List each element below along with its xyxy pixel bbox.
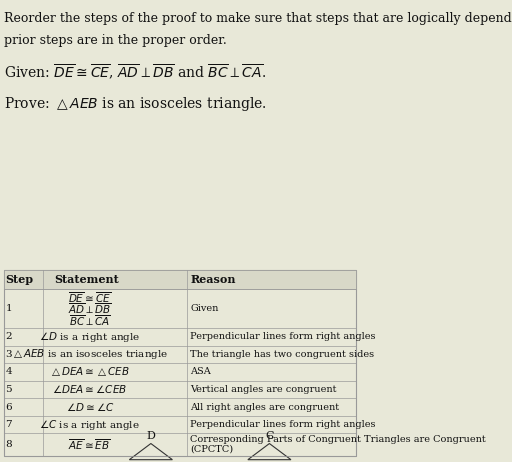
Text: 5: 5 [6, 385, 12, 394]
Text: 4: 4 [6, 367, 12, 377]
Text: 1: 1 [6, 304, 12, 313]
Text: 6: 6 [6, 402, 12, 412]
Text: Perpendicular lines form right angles: Perpendicular lines form right angles [190, 420, 376, 429]
Text: Vertical angles are congruent: Vertical angles are congruent [190, 385, 337, 394]
Text: D: D [146, 431, 155, 441]
Text: $\overline{DE} \cong \overline{CE}$: $\overline{DE} \cong \overline{CE}$ [68, 290, 111, 305]
Text: The triangle has two congruent sides: The triangle has two congruent sides [190, 350, 374, 359]
Text: Statement: Statement [54, 274, 119, 285]
Text: 8: 8 [6, 440, 12, 449]
FancyBboxPatch shape [4, 270, 356, 289]
Text: All right angles are congruent: All right angles are congruent [190, 402, 339, 412]
Text: Corresponding Parts of Congruent Triangles are Congruent: Corresponding Parts of Congruent Triangl… [190, 435, 486, 444]
Text: $\overline{AD} \perp \overline{DB}$: $\overline{AD} \perp \overline{DB}$ [68, 302, 112, 316]
Text: C: C [265, 431, 273, 441]
Text: $\angle D \cong \angle C$: $\angle D \cong \angle C$ [66, 401, 114, 413]
Text: Given: $\overline{DE} \cong \overline{CE}$, $\overline{AD} \perp \overline{DB}$ : Given: $\overline{DE} \cong \overline{CE… [4, 62, 266, 81]
Text: Prove: $\triangle AEB$ is an isosceles triangle.: Prove: $\triangle AEB$ is an isosceles t… [4, 95, 266, 113]
Text: $\angle C$ is a right angle: $\angle C$ is a right angle [39, 418, 140, 432]
Text: $\overline{BC} \perp \overline{CA}$: $\overline{BC} \perp \overline{CA}$ [69, 313, 111, 328]
Text: 2: 2 [6, 332, 12, 341]
Text: Perpendicular lines form right angles: Perpendicular lines form right angles [190, 332, 376, 341]
Text: Given: Given [190, 304, 219, 313]
Text: prior steps are in the proper order.: prior steps are in the proper order. [4, 34, 226, 47]
Text: $\triangle AEB$ is an isosceles triangle: $\triangle AEB$ is an isosceles triangle [11, 347, 168, 361]
Text: $\triangle DEA \cong \triangle CEB$: $\triangle DEA \cong \triangle CEB$ [50, 365, 130, 378]
Text: $\angle D$ is a right angle: $\angle D$ is a right angle [39, 330, 141, 344]
Text: Step: Step [6, 274, 33, 285]
Text: $\angle DEA \cong \angle CEB$: $\angle DEA \cong \angle CEB$ [52, 383, 127, 395]
Text: 3: 3 [6, 350, 12, 359]
Text: 7: 7 [6, 420, 12, 429]
Text: Reason: Reason [190, 274, 236, 285]
Text: Reorder the steps of the proof to make sure that steps that are logically depend: Reorder the steps of the proof to make s… [4, 12, 512, 24]
Text: $\overline{AE} \cong \overline{EB}$: $\overline{AE} \cong \overline{EB}$ [69, 437, 111, 452]
Text: (CPCTC): (CPCTC) [190, 444, 233, 453]
Text: ASA: ASA [190, 367, 211, 377]
